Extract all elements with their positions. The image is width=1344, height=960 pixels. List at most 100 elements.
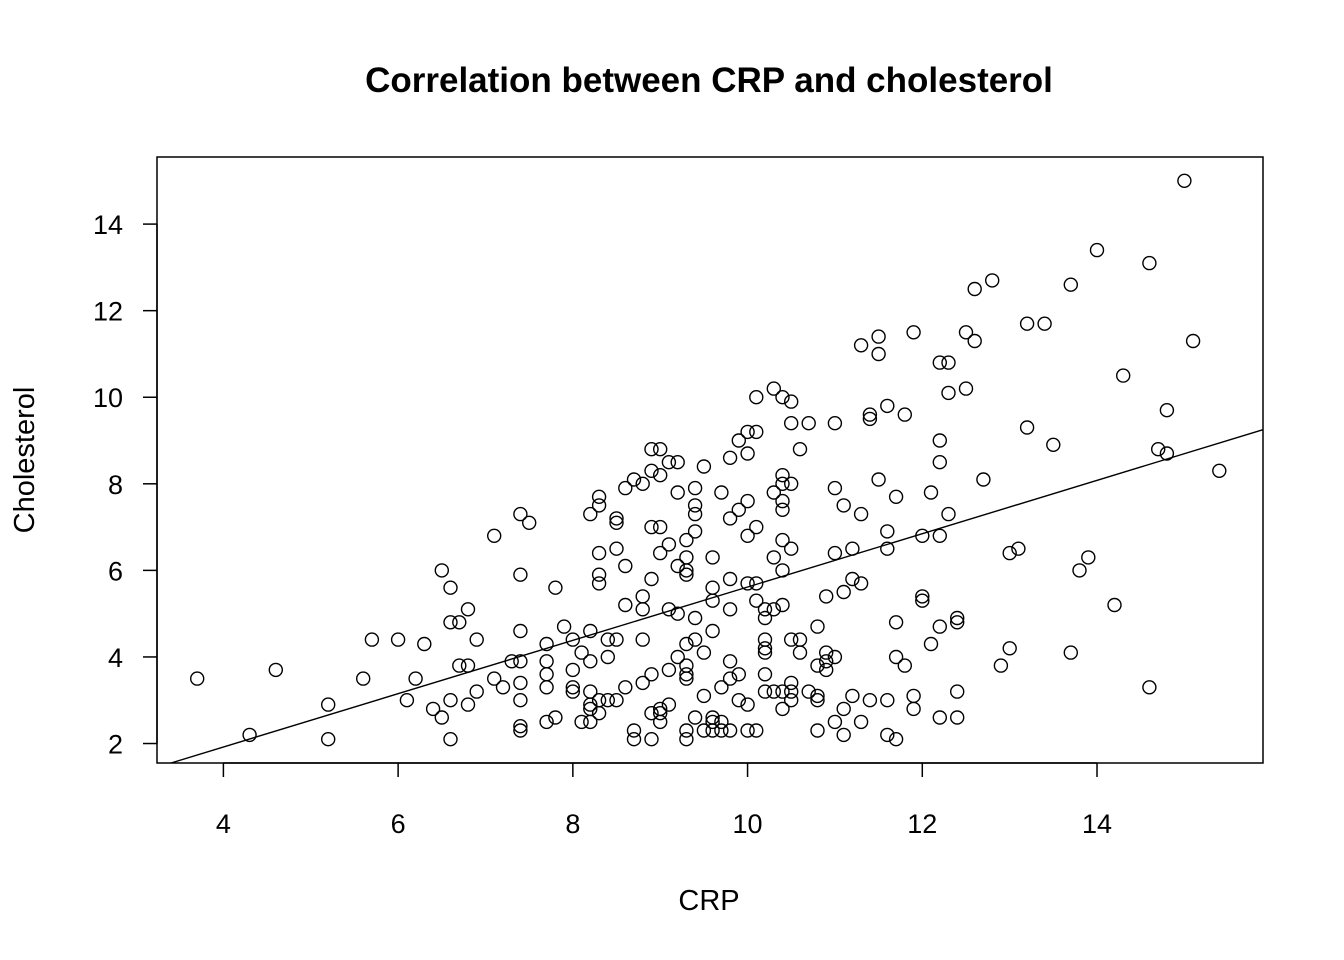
data-point: [548, 580, 563, 595]
data-point: [644, 571, 659, 587]
data-point: [565, 662, 580, 678]
data-point: [757, 684, 773, 699]
data-point: [687, 506, 703, 522]
data-point: [661, 697, 677, 712]
data-point: [880, 398, 895, 414]
data-point: [242, 727, 257, 743]
data-point: [827, 545, 843, 561]
data-point: [880, 524, 895, 539]
data-point: [1177, 173, 1192, 189]
data-point: [1212, 463, 1227, 478]
data-point: [740, 493, 755, 509]
data-point: [722, 723, 738, 738]
data-point: [1063, 645, 1079, 660]
data-point: [784, 684, 799, 699]
data-point: [731, 433, 746, 448]
data-point: [775, 390, 790, 405]
data-point: [600, 693, 615, 708]
data-point: [609, 693, 624, 708]
data-point: [574, 645, 589, 660]
data-point: [722, 654, 738, 669]
x-tick-label: 10: [733, 809, 763, 839]
data-point: [775, 502, 790, 517]
data-point: [775, 701, 790, 717]
data-point: [661, 662, 677, 678]
data-point: [513, 723, 528, 738]
data-point: [722, 602, 738, 617]
data-point: [1019, 420, 1035, 435]
data-point: [862, 407, 878, 422]
data-point: [513, 719, 528, 734]
data-point: [836, 498, 851, 513]
data-point: [417, 636, 432, 652]
x-axis: 4 6 8 10 12 14: [216, 762, 1112, 839]
data-point: [923, 636, 939, 652]
data-point: [932, 619, 947, 634]
data-point: [976, 472, 991, 487]
data-point: [1063, 277, 1079, 292]
data-point: [687, 632, 703, 647]
y-tick-label: 8: [108, 470, 123, 500]
data-point: [390, 632, 406, 647]
data-point: [618, 558, 633, 574]
data-point: [679, 723, 694, 738]
data-point: [522, 515, 537, 530]
data-point: [853, 576, 869, 591]
data-point: [1011, 541, 1026, 556]
data-point: [600, 649, 615, 665]
y-tick-label: 4: [108, 643, 123, 673]
data-point: [443, 580, 458, 595]
data-point: [906, 701, 921, 717]
data-point: [888, 489, 904, 504]
data-point: [792, 632, 808, 647]
data-point: [670, 649, 685, 665]
data-point: [705, 723, 720, 738]
data-point: [583, 714, 598, 730]
data-point: [845, 688, 860, 704]
data-point: [888, 649, 904, 665]
data-point: [749, 519, 764, 535]
data-point: [670, 606, 685, 621]
data-point: [452, 658, 467, 673]
data-point: [932, 710, 947, 725]
data-point: [950, 615, 965, 630]
y-tick-label: 10: [93, 383, 123, 413]
data-point: [784, 693, 799, 708]
data-point: [583, 697, 598, 712]
data-point: [539, 714, 554, 730]
data-point: [565, 632, 580, 647]
data-point: [906, 688, 921, 704]
data-point: [626, 472, 642, 487]
data-point: [792, 442, 808, 457]
data-point: [950, 610, 965, 626]
data-point: [513, 654, 528, 669]
data-point: [932, 528, 947, 543]
data-point: [679, 732, 694, 747]
data-point: [810, 658, 825, 673]
data-point: [679, 671, 694, 686]
data-point: [644, 732, 659, 747]
data-point: [853, 714, 869, 730]
regression-line-group: [170, 429, 1264, 764]
data-point: [452, 615, 467, 630]
data-point: [810, 688, 825, 704]
data-point: [958, 381, 974, 396]
data-point: [696, 459, 712, 474]
data-point: [775, 468, 790, 483]
data-point: [915, 589, 930, 604]
data-point: [819, 645, 834, 660]
data-point: [591, 545, 607, 561]
data-point: [888, 615, 904, 630]
data-point: [1046, 437, 1061, 452]
data-point: [653, 706, 668, 721]
data-point: [827, 714, 843, 730]
data-point: [740, 446, 755, 461]
x-tick-label: 6: [391, 809, 406, 839]
data-point: [705, 580, 720, 595]
x-tick-label: 8: [565, 809, 580, 839]
data-point: [443, 732, 458, 747]
data-point: [775, 493, 790, 509]
data-point: [819, 662, 834, 678]
data-point: [609, 511, 624, 526]
